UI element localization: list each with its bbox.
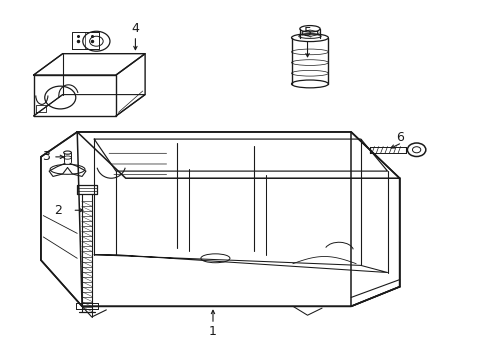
Text: 6: 6 [395, 131, 403, 144]
Text: 1: 1 [209, 325, 217, 338]
Text: 5: 5 [303, 26, 311, 39]
Text: 2: 2 [54, 204, 61, 217]
Text: 4: 4 [131, 22, 139, 35]
Text: 3: 3 [41, 150, 50, 163]
